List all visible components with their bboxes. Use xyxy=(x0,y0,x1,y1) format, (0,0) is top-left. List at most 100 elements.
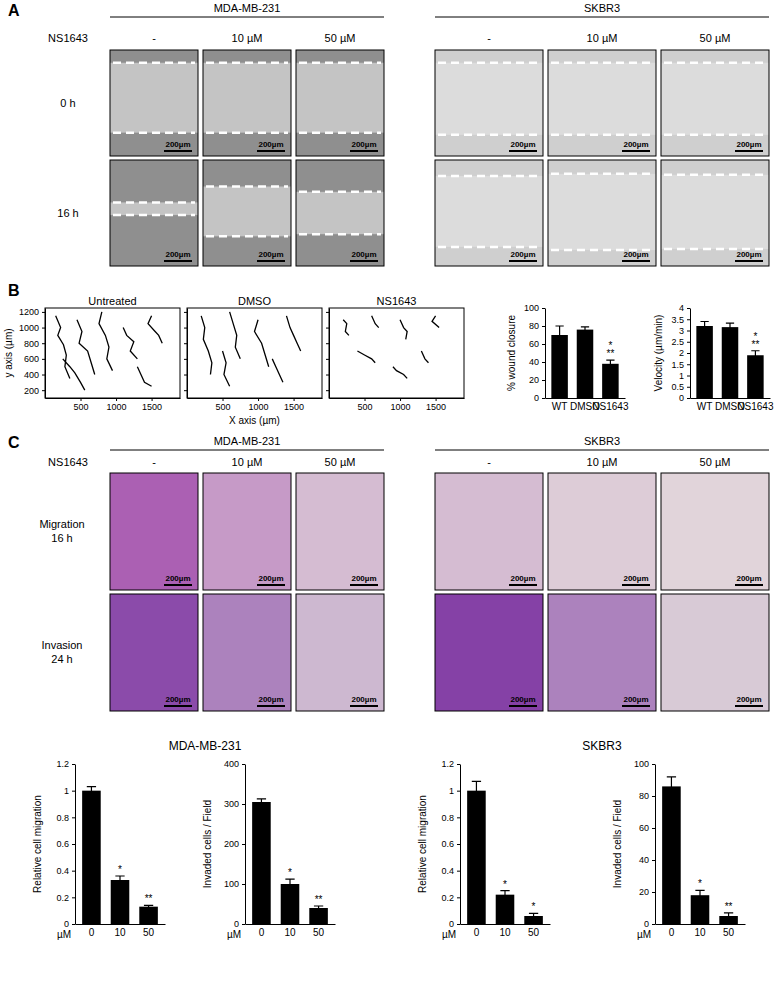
wound-area xyxy=(296,192,384,234)
tick: 0.4 xyxy=(441,866,460,876)
tick-mark xyxy=(687,398,690,399)
tick-mark xyxy=(326,328,329,329)
micrograph: 200µm xyxy=(203,473,291,590)
image-background xyxy=(296,50,384,156)
tick: WT xyxy=(552,398,568,412)
wound-edge xyxy=(113,201,195,204)
micrograph: 200µm xyxy=(296,50,384,156)
scale-bar-label: 200µm xyxy=(510,250,535,259)
micrograph: 200µm xyxy=(110,50,198,156)
tick-label: 200 xyxy=(24,386,39,396)
tick: 200 xyxy=(224,839,245,849)
x-axis-title: µM xyxy=(227,929,241,940)
axis-line xyxy=(188,398,323,399)
scale-bar xyxy=(164,260,192,262)
axis-line xyxy=(75,765,76,925)
bars xyxy=(252,799,328,924)
tick-label: 40 xyxy=(639,855,649,865)
tick: 1.2 xyxy=(441,759,460,769)
wound-edge xyxy=(438,134,540,137)
image-frame xyxy=(110,160,198,266)
image-background xyxy=(203,50,291,156)
tick: 10 xyxy=(499,924,511,938)
tick-mark xyxy=(400,398,401,401)
x-axis: 01050 xyxy=(76,924,166,938)
axis-line xyxy=(546,398,626,399)
tick-label: 100 xyxy=(524,303,539,313)
significance-mark: ** xyxy=(145,893,153,904)
stain xyxy=(661,473,769,590)
error-bar xyxy=(751,351,759,360)
scale-bar xyxy=(509,584,537,586)
tick-label: 1200 xyxy=(19,307,39,317)
micrograph: 200µm xyxy=(110,594,198,711)
tick-mark xyxy=(72,844,75,845)
image-background xyxy=(110,473,198,590)
wound-edge xyxy=(664,134,766,137)
scale-bar-label: 200µm xyxy=(165,140,190,149)
stain xyxy=(435,473,543,590)
tick: 0 xyxy=(234,919,245,929)
tick-label: 500 xyxy=(74,402,89,412)
track xyxy=(63,359,85,390)
wound-edge xyxy=(206,61,288,64)
tick xyxy=(184,375,187,376)
tick: 20 xyxy=(529,375,545,385)
tick: 10 xyxy=(694,924,706,938)
axis-line xyxy=(655,765,656,925)
tick-label: 0 xyxy=(669,927,675,938)
tick-mark xyxy=(687,308,690,309)
error-bar xyxy=(314,906,323,910)
tick-label: 4 xyxy=(679,303,684,313)
tick xyxy=(326,312,329,313)
bars xyxy=(551,326,618,398)
wound-edge xyxy=(551,173,653,176)
scale-bar xyxy=(735,584,763,586)
scale-bar-label: 200µm xyxy=(258,140,283,149)
tick: 3.5 xyxy=(671,315,690,325)
wound-area xyxy=(661,175,769,249)
dose-label: - xyxy=(487,32,491,44)
bar xyxy=(747,355,764,398)
error-bar xyxy=(724,913,733,919)
image-background xyxy=(661,594,769,711)
stain xyxy=(435,594,543,711)
image-background xyxy=(203,594,291,711)
y-axis: 020406080100 xyxy=(634,759,656,929)
tick-mark xyxy=(457,764,460,765)
tick-mark xyxy=(542,344,545,345)
tick-mark xyxy=(457,791,460,792)
tick-mark xyxy=(258,398,259,401)
tick-mark xyxy=(326,390,329,391)
scale-bar xyxy=(257,584,285,586)
stain xyxy=(548,473,656,590)
trajectory-chart: 2004006008001000120050010001500Untreated… xyxy=(3,295,181,412)
image-frame xyxy=(435,50,543,156)
image-background xyxy=(296,160,384,266)
wound-edge xyxy=(438,61,540,64)
scale-bar-label: 200µm xyxy=(510,140,535,149)
x-axis: 50010001500 xyxy=(330,398,465,412)
tick-label: 50 xyxy=(313,927,325,938)
micrograph: 200µm xyxy=(110,473,198,590)
image-background xyxy=(548,50,656,156)
tick-mark xyxy=(242,884,245,885)
tick-label: 0.8 xyxy=(441,813,454,823)
dose-label: 50 µM xyxy=(700,456,731,468)
dose-label: 50 µM xyxy=(325,456,356,468)
tick-label: 0.6 xyxy=(56,839,69,849)
scale-bar-label: 200µm xyxy=(736,140,761,149)
chart-group-title: MDA-MB-231 xyxy=(169,739,242,753)
image-background xyxy=(110,50,198,156)
stain xyxy=(203,594,291,711)
tick-label: 1 xyxy=(449,786,454,796)
tick-mark xyxy=(365,398,366,401)
tick-label: 1000 xyxy=(19,323,39,333)
tick-mark xyxy=(542,380,545,381)
bar-chart: ***02040608010001050Invaded cells / Fiel… xyxy=(612,759,746,940)
tick: 1 xyxy=(449,786,460,796)
tick: 1000 xyxy=(391,398,411,412)
tick: 100 xyxy=(634,759,655,769)
image-background xyxy=(661,473,769,590)
tick-label: WT xyxy=(552,401,568,412)
